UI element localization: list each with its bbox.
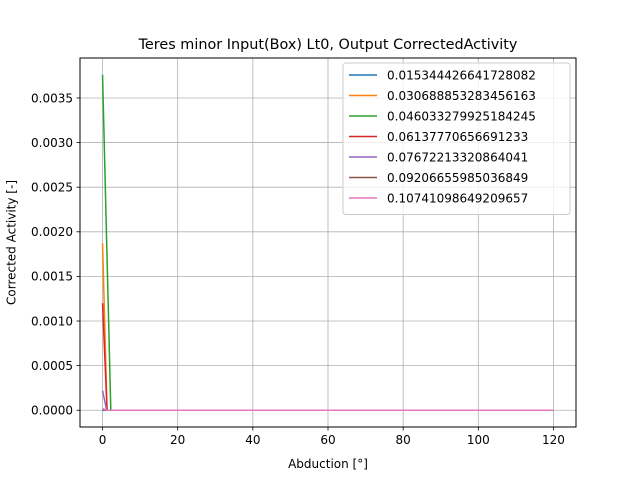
series-layer xyxy=(101,74,554,411)
chart-title: Teres minor Input(Box) Lt0, Output Corre… xyxy=(138,37,518,53)
legend-label: 0.030688853283456163 xyxy=(387,89,536,103)
x-tick-label: 100 xyxy=(467,433,490,447)
series-line xyxy=(102,407,554,411)
x-tick-label: 20 xyxy=(170,433,185,447)
x-tick-label: 80 xyxy=(396,433,411,447)
y-tick-label: 0.0025 xyxy=(31,180,73,194)
legend-label: 0.015344426641728082 xyxy=(387,68,536,82)
y-tick-label: 0.0005 xyxy=(31,359,73,373)
y-tick-label: 0.0030 xyxy=(31,136,73,150)
legend-label: 0.10741098649209657 xyxy=(387,191,528,205)
legend-box xyxy=(342,62,571,215)
y-tick-label: 0.0015 xyxy=(31,270,73,284)
legend-label: 0.046033279925184245 xyxy=(387,109,536,123)
y-tick-label: 0.0010 xyxy=(31,314,73,328)
y-tick-label: 0.0035 xyxy=(31,91,73,105)
legend: 0.015344426641728082 0.030688853283456163… xyxy=(342,62,571,215)
x-axis-label: Abduction [°] xyxy=(288,457,368,471)
y-tick-label: 0.0020 xyxy=(31,225,73,239)
legend-label: 0.07672213320864041 xyxy=(387,150,528,164)
x-tick-label: 0 xyxy=(99,433,107,447)
tick-layer: 0 20 40 60 80 100 120 0.0000 0.0005 0.0010 0.0015 0… xyxy=(31,91,565,447)
x-tick-label: 60 xyxy=(320,433,335,447)
x-tick-label: 40 xyxy=(245,433,260,447)
y-axis-label: Corrected Activity [-] xyxy=(5,180,19,305)
legend-label: 0.09206655985036849 xyxy=(387,171,528,185)
y-tick-label: 0.0000 xyxy=(31,404,73,418)
x-tick-label: 120 xyxy=(542,433,565,447)
legend-label: 0.06137770656691233 xyxy=(387,130,528,144)
